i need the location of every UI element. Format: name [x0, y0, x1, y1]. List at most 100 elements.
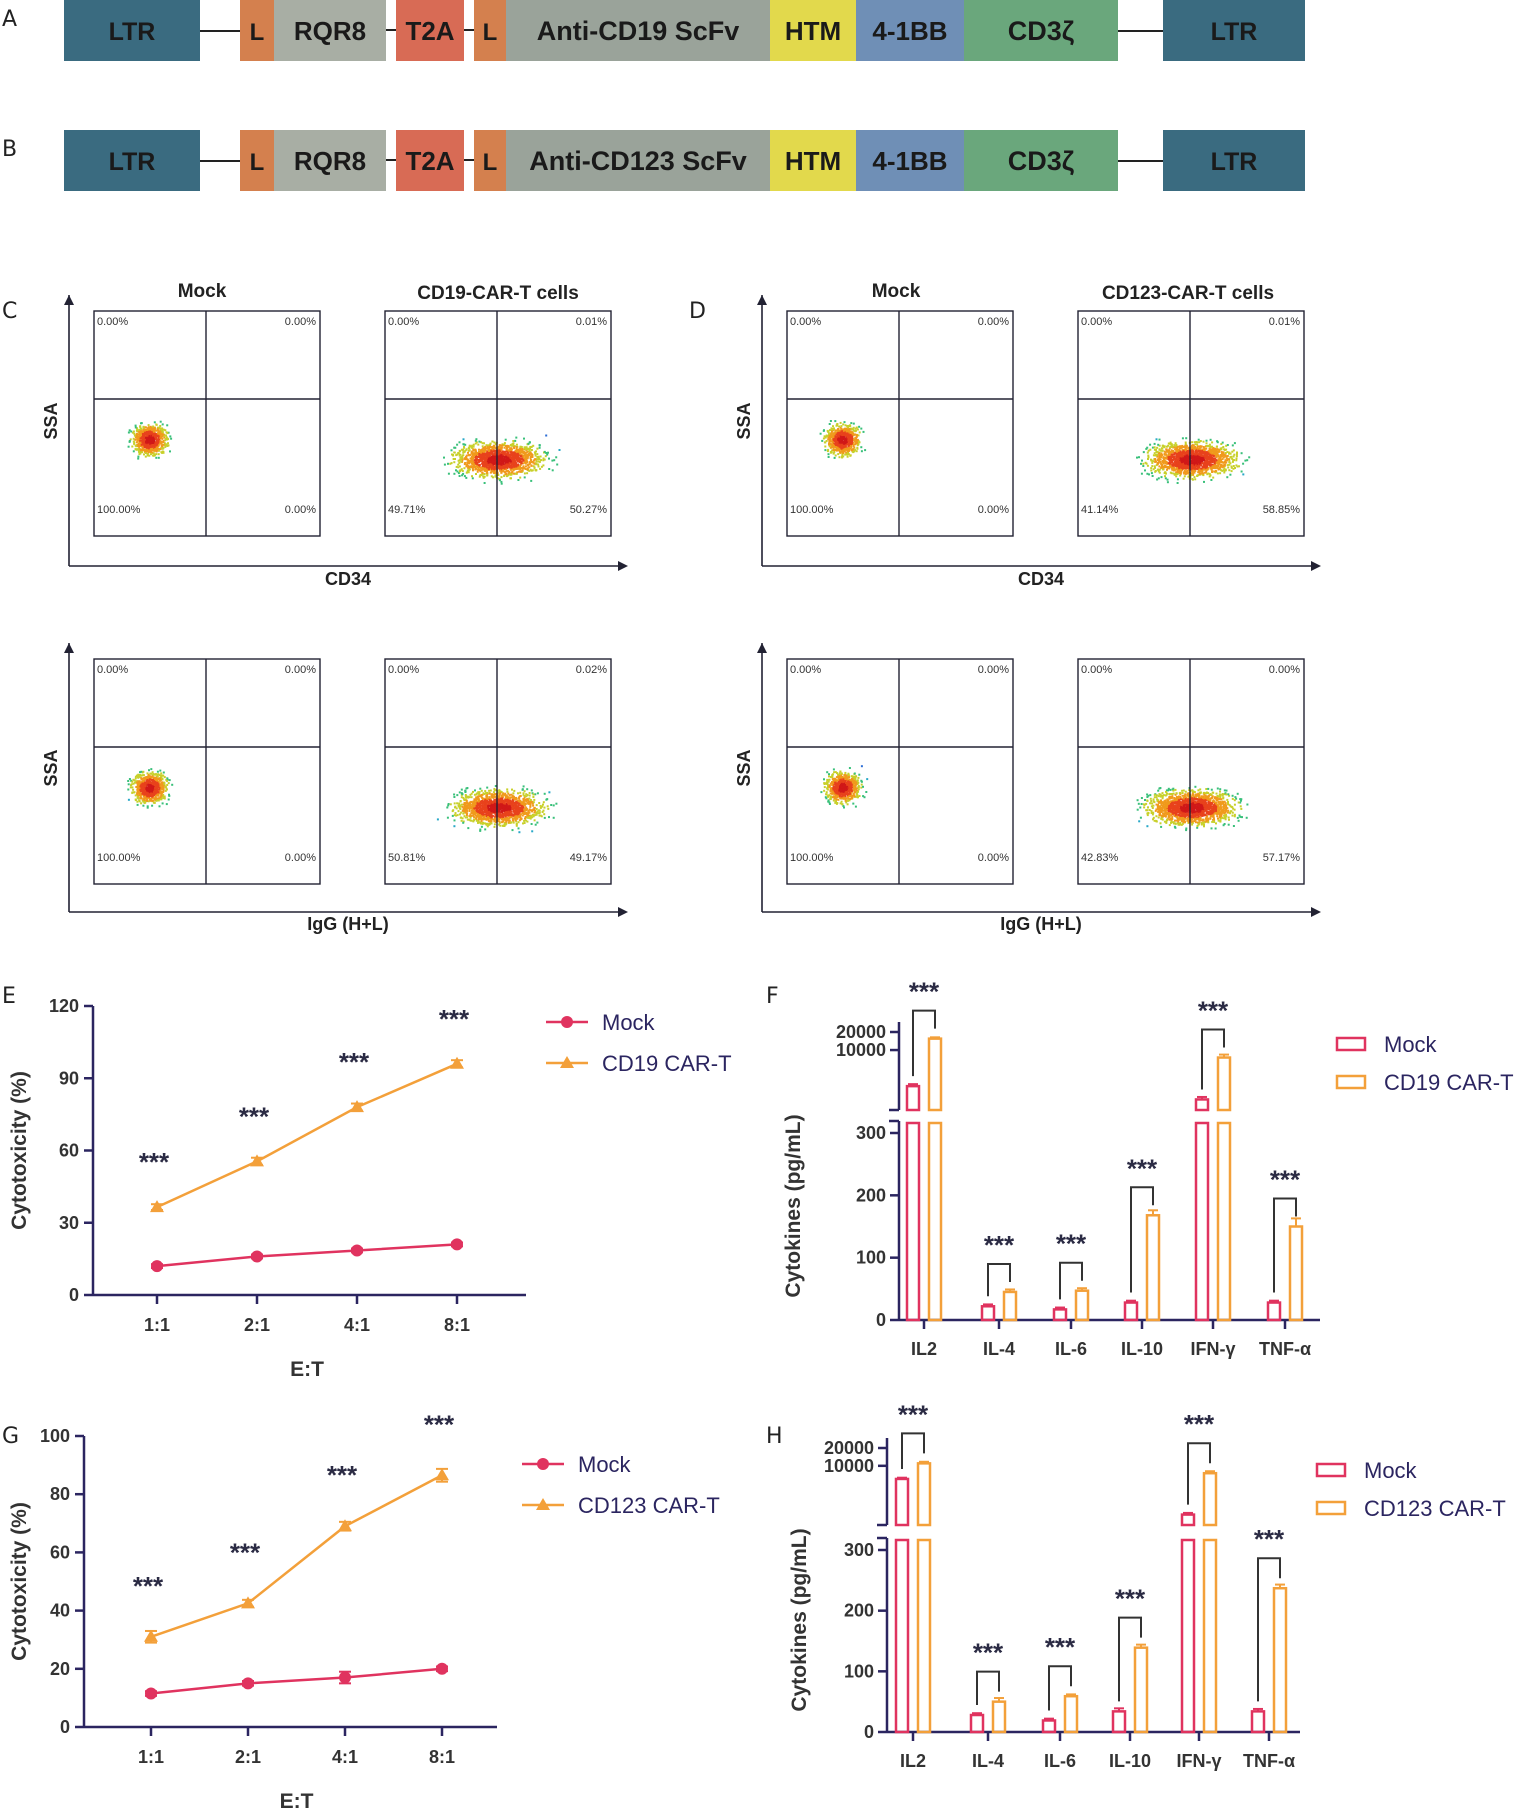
significance-stars: ***	[1115, 1584, 1146, 1614]
significance-stars: ***	[139, 1147, 170, 1177]
significance-bracket	[987, 1262, 1011, 1297]
segment-label-a-6: HTM	[785, 16, 841, 46]
facs-y-axis-arrow	[757, 295, 767, 305]
facs-dots	[819, 420, 867, 459]
y-tick-label: 10000	[836, 1040, 886, 1060]
bar-mock	[1123, 1301, 1139, 1322]
significance-stars: ***	[133, 1571, 164, 1601]
legend-marker-car	[560, 1056, 574, 1068]
facs-y-axis-arrow	[757, 643, 767, 653]
segment-box-b-8	[964, 130, 1118, 191]
x-label-c-top: CD34	[325, 569, 371, 589]
x-tick-label: IL-10	[1121, 1339, 1163, 1359]
x-tick-label: 4:1	[332, 1747, 358, 1767]
legend-marker-mock	[537, 1458, 549, 1470]
data-point-car	[350, 1100, 364, 1113]
y-label-d-top: SSA	[734, 402, 754, 439]
legend-marker-car	[536, 1498, 550, 1510]
bar-mock	[969, 1713, 985, 1734]
facs-x-axis-arrow	[618, 907, 628, 917]
data-point-car	[435, 1468, 449, 1481]
facs-frame	[384, 658, 612, 885]
segment-label-b-8: CD3ζ	[1008, 146, 1075, 176]
facs-dots	[436, 785, 558, 834]
y-tick-label: 60	[50, 1542, 70, 1562]
significance-bracket	[1118, 1616, 1142, 1702]
bar-mock	[1052, 1308, 1068, 1322]
facs-y-axis-arrow	[64, 295, 74, 305]
segment-label-a-7: 4-1BB	[872, 16, 947, 46]
facs-dots	[820, 765, 869, 809]
quadrant-ul: 0.00%	[97, 664, 128, 676]
x-tick-label: 8:1	[444, 1315, 470, 1335]
significance-stars: ***	[1254, 1524, 1285, 1554]
x-tick-label: IL-6	[1055, 1339, 1087, 1359]
facs-x-axis-arrow	[1311, 561, 1321, 571]
y-tick-label: 20000	[836, 1022, 886, 1042]
legend-label-0: Mock	[602, 1010, 656, 1035]
y-tick-label: 120	[49, 996, 79, 1016]
legend-swatch-0	[1335, 1036, 1367, 1052]
quadrant-ur: 0.00%	[978, 664, 1009, 676]
facs-y-axis-arrow	[64, 643, 74, 653]
facs-plot-d-bottom-car: 0.00% 0.00% 42.83% 57.17%	[1077, 658, 1305, 885]
x-tick-label: IL2	[900, 1751, 926, 1771]
facs-x-axis-arrow	[1311, 907, 1321, 917]
y-tick-label: 80	[50, 1484, 70, 1504]
y-tick-label: 100	[844, 1661, 874, 1681]
bar-car-upper	[1216, 1056, 1232, 1112]
y-tick-label: 10000	[824, 1456, 874, 1476]
data-point-mock	[436, 1662, 448, 1675]
x-tick-label: IL2	[911, 1339, 937, 1359]
bar-car-lower	[927, 1121, 943, 1322]
x-axis-label: E:T	[280, 1790, 314, 1812]
y-tick-label: 100	[856, 1248, 886, 1268]
bar-mock	[1266, 1301, 1282, 1322]
data-point-car	[241, 1596, 255, 1609]
significance-bracket	[1130, 1186, 1154, 1293]
segment-box-b-9	[1163, 130, 1305, 191]
x-label-d-top: CD34	[1018, 569, 1064, 589]
quadrant-ul: 0.00%	[790, 664, 821, 676]
x-label-d-bottom: IgG (H+L)	[1000, 914, 1082, 934]
significance-stars: ***	[327, 1460, 358, 1490]
bar-mock	[1250, 1710, 1266, 1734]
significance-stars: ***	[973, 1638, 1004, 1668]
y-tick-label: 300	[856, 1123, 886, 1143]
significance-stars: ***	[909, 977, 940, 1007]
facs-dots	[127, 420, 173, 460]
segment-label-a-9: LTR	[1211, 18, 1258, 46]
series-line-1	[156, 1062, 458, 1209]
facs-frame	[786, 658, 1014, 885]
y-tick-label: 0	[69, 1285, 79, 1305]
quadrant-ur: 0.00%	[285, 664, 316, 676]
y-tick-label: 60	[59, 1141, 79, 1161]
y-tick-label: 200	[844, 1601, 874, 1621]
segment-box-a-8	[964, 0, 1118, 61]
legend-marker-mock	[561, 1016, 573, 1028]
line-chart-g: G 0 20 40 60 80 100 1:1 2:1 4:1 8:1 E:T Cytotoxicit…	[2, 1409, 720, 1812]
panel-letter-c: C	[2, 299, 17, 324]
significance-bracket	[901, 1432, 925, 1469]
segment-box-a-4	[474, 0, 506, 61]
bar-mock	[980, 1305, 996, 1322]
facs-frame	[1077, 658, 1305, 885]
x-tick-label: IFN-γ	[1177, 1751, 1222, 1771]
segment-box-b-4	[474, 130, 506, 191]
segment-box-b-0	[64, 130, 200, 191]
bar-car	[991, 1700, 1007, 1734]
facs-plot-d-top-car: 0.00% 0.01% 41.14% 58.85%	[1077, 310, 1305, 537]
facs-dots	[127, 768, 174, 809]
quadrant-ll: 100.00%	[790, 504, 834, 516]
x-tick-label: IFN-γ	[1191, 1339, 1236, 1359]
bar-mock	[1111, 1710, 1127, 1734]
quadrant-ul: 0.00%	[1081, 316, 1112, 328]
series-line-0	[150, 1667, 443, 1695]
facs-dots	[1136, 437, 1251, 484]
facs-frame	[1077, 310, 1305, 537]
facs-frame	[786, 310, 1014, 537]
quadrant-ll: 42.83%	[1081, 852, 1119, 864]
significance-stars: ***	[1198, 996, 1229, 1026]
